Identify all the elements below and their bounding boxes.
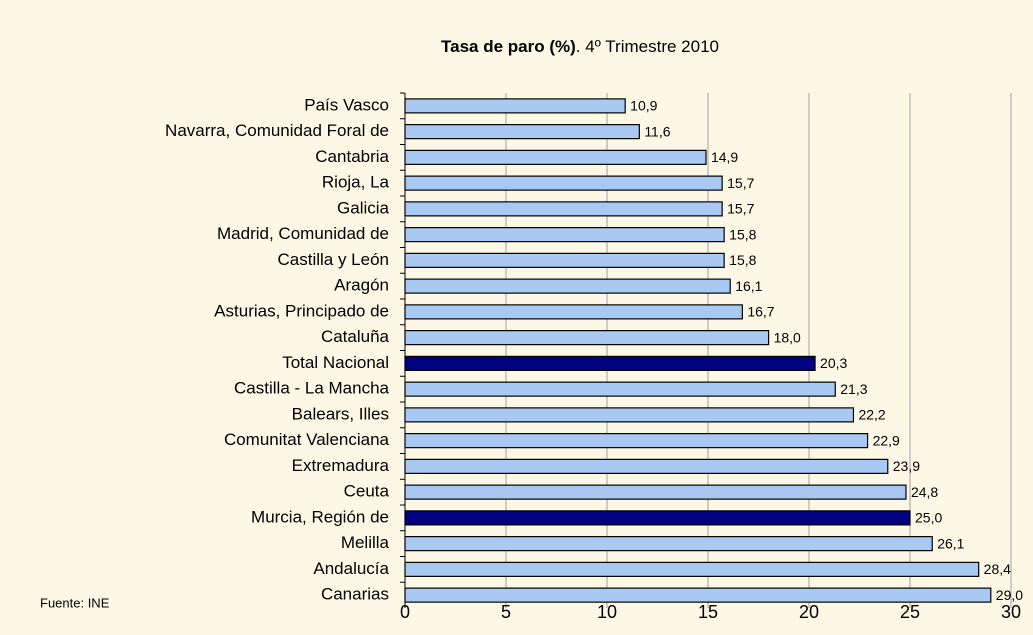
bar bbox=[404, 458, 889, 474]
bar bbox=[404, 587, 992, 603]
y-tick-label: Cataluña bbox=[321, 327, 390, 346]
source: Fuente: INE bbox=[40, 595, 110, 610]
x-tick-label: 20 bbox=[799, 602, 819, 622]
value-label: 22,2 bbox=[858, 407, 885, 423]
x-tick-label: 5 bbox=[501, 602, 511, 622]
value-label: 10,9 bbox=[630, 98, 657, 114]
x-tick-label: 10 bbox=[597, 602, 617, 622]
value-label: 20,3 bbox=[820, 355, 847, 371]
bar bbox=[404, 510, 911, 526]
bar bbox=[404, 484, 907, 500]
x-tick-label: 0 bbox=[400, 602, 410, 622]
y-tick-label: Navarra, Comunidad Foral de bbox=[165, 121, 389, 140]
value-label: 15,8 bbox=[729, 252, 756, 268]
bar bbox=[404, 407, 855, 423]
title-bold: Tasa de paro (%) bbox=[441, 37, 576, 56]
value-label: 22,9 bbox=[873, 432, 900, 448]
value-label: 28,4 bbox=[984, 561, 1011, 577]
value-label: 15,7 bbox=[727, 175, 754, 191]
bar bbox=[404, 433, 869, 449]
value-label: 25,0 bbox=[915, 510, 942, 526]
value-label: 11,6 bbox=[644, 123, 670, 139]
value-label: 23,9 bbox=[893, 458, 920, 474]
value-label: 15,7 bbox=[727, 201, 754, 217]
y-tick-label: País Vasco bbox=[304, 95, 389, 114]
x-tick-label: 15 bbox=[698, 602, 718, 622]
bar bbox=[404, 355, 816, 371]
x-tick-label: 30 bbox=[1001, 602, 1021, 622]
y-tick-label: Melilla bbox=[341, 533, 390, 552]
bar bbox=[404, 124, 640, 140]
bar bbox=[404, 381, 836, 397]
y-tick-label: Galicia bbox=[337, 198, 390, 217]
bar bbox=[404, 304, 743, 320]
bar bbox=[404, 98, 626, 114]
bar bbox=[404, 201, 723, 217]
y-tick-label: Comunitat Valenciana bbox=[224, 430, 390, 449]
value-label: 15,8 bbox=[729, 226, 756, 242]
y-tick-label: Total Nacional bbox=[282, 353, 389, 372]
bar bbox=[404, 149, 707, 165]
y-tick-label: Canarias bbox=[321, 585, 389, 604]
y-tick-label: Ceuta bbox=[344, 482, 390, 501]
value-label: 26,1 bbox=[937, 535, 964, 551]
value-label: 29,0 bbox=[996, 587, 1023, 603]
y-tick-label: Castilla - La Mancha bbox=[234, 379, 390, 398]
y-tick-label: Extremadura bbox=[292, 456, 390, 475]
y-tick-label: Balears, Illes bbox=[292, 404, 389, 423]
value-label: 24,8 bbox=[911, 484, 938, 500]
bar bbox=[404, 330, 770, 346]
bar bbox=[404, 252, 725, 268]
y-tick-label: Cantabria bbox=[315, 147, 389, 166]
y-tick-label: Andalucía bbox=[313, 559, 389, 578]
value-label: 21,3 bbox=[840, 381, 867, 397]
x-tick-label: 25 bbox=[900, 602, 920, 622]
y-tick-label: Aragón bbox=[334, 276, 389, 295]
bar bbox=[404, 175, 723, 191]
bar bbox=[404, 536, 933, 552]
bar bbox=[404, 227, 725, 243]
y-tick-label: Asturias, Principado de bbox=[214, 301, 389, 320]
bar bbox=[404, 561, 980, 577]
value-label: 16,7 bbox=[747, 304, 774, 320]
bar bbox=[404, 278, 731, 294]
value-label: 14,9 bbox=[711, 149, 738, 165]
title-rest: . 4º Trimestre 2010 bbox=[576, 37, 719, 56]
chart-title: Tasa de paro (%). 4º Trimestre 2010 bbox=[441, 37, 719, 56]
value-label: 18,0 bbox=[774, 329, 801, 345]
y-tick-label: Castilla y León bbox=[277, 250, 389, 269]
y-tick-label: Murcia, Región de bbox=[251, 507, 389, 526]
y-tick-label: Madrid, Comunidad de bbox=[217, 224, 389, 243]
value-label: 16,1 bbox=[735, 278, 762, 294]
y-tick-label: Rioja, La bbox=[322, 173, 390, 192]
